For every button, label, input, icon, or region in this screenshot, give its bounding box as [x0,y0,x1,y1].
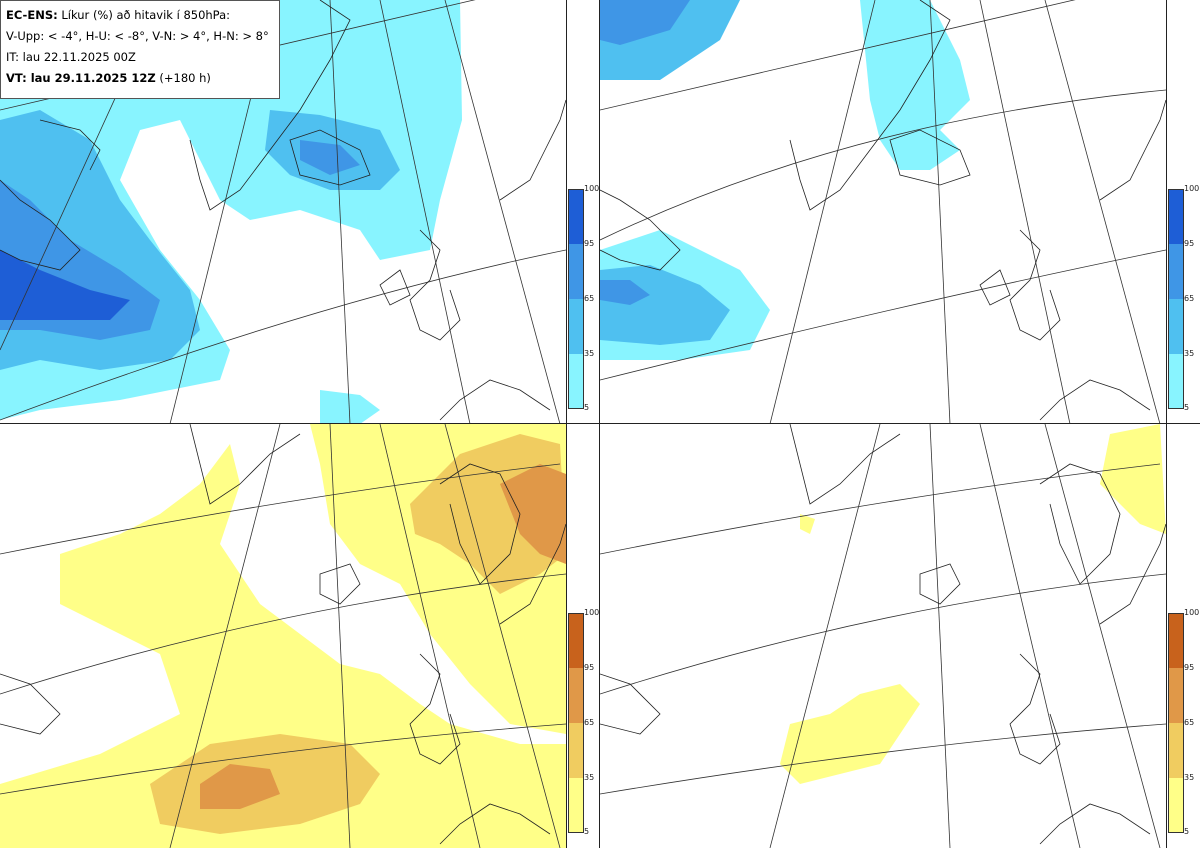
tick-label: 35 [1184,349,1195,358]
divider-horizontal [0,423,1200,424]
info-line3: IT: lau 22.11.2025 00Z [6,50,136,64]
tick-label: 95 [584,663,595,672]
tick-label: 65 [584,718,595,727]
info-line4-bold: VT: lau 29.11.2025 12Z [6,71,156,85]
colorbar-bottom-right: 100 95 65 35 5 [1167,608,1199,836]
tick-label: 95 [1184,239,1195,248]
divider-vertical [566,0,567,848]
info-box: EC-ENS: Líkur (%) að hitavik í 850hPa: V… [0,0,280,99]
tick-label: 35 [584,773,595,782]
tick-label: 100 [1184,608,1200,617]
tick-label: 95 [1184,663,1195,672]
colorbar-top-left: 100 95 65 35 5 [567,184,599,412]
tick-label: 5 [1184,827,1190,836]
info-line1-rest: Líkur (%) að hitavik í 850hPa: [61,8,231,22]
tick-label: 5 [584,403,590,412]
divider-vertical-2 [599,0,600,848]
tick-label: 65 [1184,294,1195,303]
info-line1-bold: EC-ENS: [6,8,58,22]
info-line4-rest: (+180 h) [159,71,211,85]
tick-label: 100 [1184,184,1200,193]
tick-label: 5 [1184,403,1190,412]
colorbar-top-right: 100 95 65 35 5 [1167,184,1199,412]
tick-label: 100 [584,608,600,617]
tick-label: 100 [584,184,600,193]
tick-label: 35 [1184,773,1195,782]
panel-bottom-left [0,424,566,848]
tick-label: 95 [584,239,595,248]
colorbar-bottom-left: 100 95 65 35 5 [567,608,599,836]
divider-vertical-3 [1166,0,1167,848]
tick-label: 35 [584,349,595,358]
panel-top-right [600,0,1166,424]
tick-label: 65 [1184,718,1195,727]
tick-label: 5 [584,827,590,836]
panel-bottom-right [600,424,1166,848]
tick-label: 65 [584,294,595,303]
info-line2: V-Upp: < -4°, H-U: < -8°, V-N: > 4°, H-N… [6,29,269,43]
